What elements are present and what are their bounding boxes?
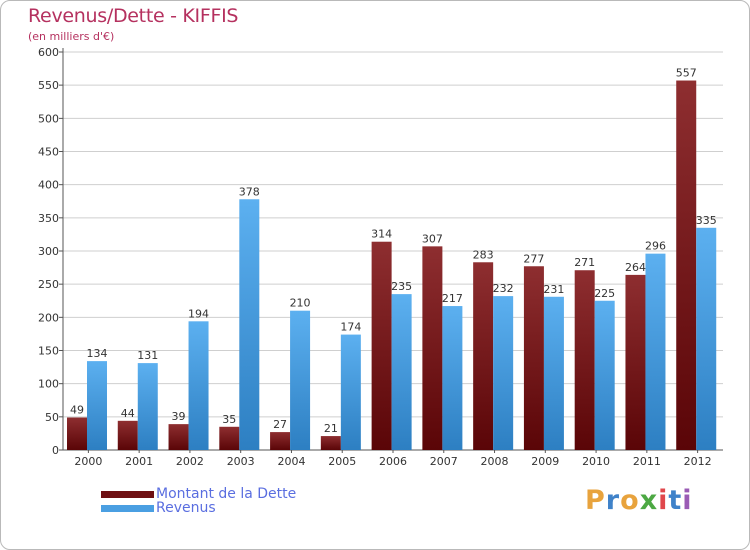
bar-dette — [371, 241, 392, 450]
logo-letter: o — [620, 485, 640, 516]
bar-dette — [117, 420, 138, 450]
data-label-revenus: 134 — [87, 347, 108, 360]
data-label-revenus: 225 — [594, 287, 615, 300]
logo-letter: i — [658, 485, 669, 516]
y-tick-label: 0 — [52, 444, 59, 457]
data-label-dette: 39 — [172, 410, 186, 423]
x-tick-label: 2010 — [582, 455, 610, 468]
data-label-revenus: 296 — [645, 240, 666, 253]
bar-revenus — [137, 363, 158, 450]
data-label-dette: 283 — [473, 248, 494, 261]
data-label-dette: 314 — [371, 228, 392, 241]
bar-revenus — [594, 300, 615, 450]
bar-revenus — [442, 306, 463, 450]
logo-letter: i — [682, 485, 693, 516]
legend-label-dette: Montant de la Dette — [156, 486, 297, 502]
bar-revenus — [543, 296, 564, 450]
bar-revenus — [391, 294, 412, 450]
data-label-dette: 35 — [222, 413, 236, 426]
x-tick-label: 2004 — [277, 455, 305, 468]
data-label-revenus: 131 — [137, 349, 158, 362]
data-label-revenus: 210 — [290, 297, 311, 310]
legend-swatch-revenus — [101, 504, 154, 512]
data-label-dette: 264 — [625, 261, 646, 274]
bar-dette — [523, 266, 544, 450]
data-label-revenus: 335 — [696, 214, 717, 227]
data-label-revenus: 194 — [188, 307, 209, 320]
data-label-revenus: 217 — [442, 292, 463, 305]
data-label-revenus: 232 — [493, 282, 514, 295]
bar-revenus — [290, 310, 311, 450]
data-label-dette: 21 — [324, 422, 338, 435]
logo-letter: P — [585, 485, 606, 516]
bar-dette — [676, 80, 697, 451]
bar-dette — [219, 426, 240, 450]
data-label-dette: 49 — [70, 403, 84, 416]
bar-revenus — [188, 321, 209, 450]
legend-label-revenus: Revenus — [156, 500, 216, 516]
x-tick-label: 2002 — [176, 455, 204, 468]
x-tick-label: 2003 — [227, 455, 255, 468]
bar-dette — [625, 274, 646, 450]
bar-dette — [168, 424, 189, 450]
y-tick-label: 500 — [38, 112, 59, 125]
x-tick-label: 2001 — [125, 455, 153, 468]
y-tick-label: 50 — [45, 411, 59, 424]
x-tick-label: 2008 — [481, 455, 509, 468]
y-tick-label: 200 — [38, 311, 59, 324]
y-tick-label: 250 — [38, 278, 59, 291]
logo-letter: x — [639, 485, 659, 516]
data-label-dette: 307 — [422, 232, 443, 245]
bar-revenus — [645, 253, 666, 450]
bar-revenus — [87, 361, 107, 450]
bar-revenus — [696, 227, 717, 450]
bar-dette — [574, 270, 595, 450]
y-tick-label: 400 — [38, 179, 59, 192]
x-tick-label: 2009 — [531, 455, 559, 468]
logo-letter: r — [605, 485, 621, 516]
y-tick-label: 350 — [38, 212, 59, 225]
data-label-revenus: 235 — [391, 280, 412, 293]
bar-revenus — [340, 334, 361, 450]
y-tick-label: 300 — [38, 245, 59, 258]
data-label-dette: 277 — [523, 252, 544, 265]
x-tick-label: 2011 — [633, 455, 661, 468]
bar-revenus — [239, 199, 260, 450]
x-tick-label: 2006 — [379, 455, 407, 468]
x-tick-label: 2007 — [430, 455, 458, 468]
x-tick-label: 2000 — [74, 455, 102, 468]
x-tick-label: 2005 — [328, 455, 356, 468]
x-tick-label: 2012 — [684, 455, 712, 468]
y-tick-label: 100 — [38, 378, 59, 391]
data-label-dette: 44 — [121, 407, 135, 420]
data-label-revenus: 231 — [543, 283, 564, 296]
data-label-revenus: 174 — [340, 321, 361, 334]
legend-swatch-dette — [101, 490, 154, 498]
y-tick-label: 150 — [38, 345, 59, 358]
y-tick-label: 450 — [38, 146, 59, 159]
y-tick-label: 600 — [38, 46, 59, 59]
data-label-dette: 271 — [574, 256, 595, 269]
bar-dette — [270, 432, 291, 450]
data-labels: 49 134 44 131 39 194 35 378 27 210 21 174 314 235 307 2… — [70, 67, 717, 436]
legend-item-revenus: Revenus — [101, 500, 216, 516]
bar-dette — [473, 262, 494, 450]
data-label-revenus: 378 — [239, 185, 260, 198]
proxiti-logo: Proxiti — [585, 485, 693, 516]
bar-dette — [422, 246, 443, 450]
bar-dette — [67, 417, 87, 450]
chart-subtitle: (en milliers d'€) — [28, 30, 115, 43]
logo-letter: t — [668, 485, 683, 516]
bar-revenus — [493, 296, 514, 450]
bar-dette — [320, 436, 341, 450]
legend-item-dette: Montant de la Dette — [101, 486, 296, 502]
data-label-dette: 557 — [676, 67, 697, 80]
chart-title: Revenus/Dette - KIFFIS — [28, 5, 239, 27]
bars — [67, 80, 717, 451]
y-tick-label: 550 — [38, 79, 59, 92]
data-label-dette: 27 — [273, 418, 287, 431]
